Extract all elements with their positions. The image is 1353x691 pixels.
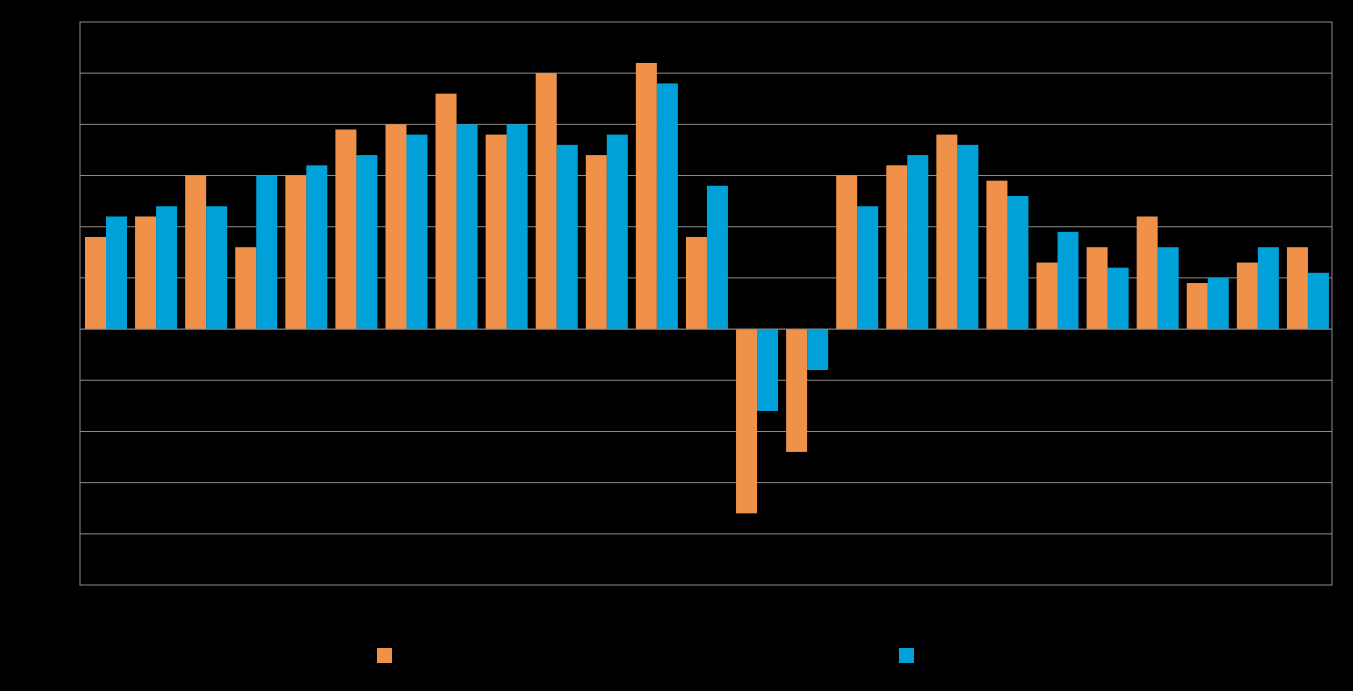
- bar: [857, 206, 879, 330]
- bar: [757, 329, 779, 411]
- bar: [506, 124, 528, 330]
- bar: [1036, 262, 1058, 330]
- bar: [385, 124, 407, 330]
- bar: [786, 329, 808, 452]
- bar: [406, 134, 428, 330]
- bar: [886, 165, 908, 330]
- bar: [986, 180, 1008, 330]
- legend-swatch: [377, 648, 392, 663]
- bar: [235, 247, 257, 330]
- bar: [957, 144, 979, 330]
- bar: [1057, 231, 1079, 330]
- bar: [1207, 277, 1229, 330]
- bar: [706, 185, 728, 330]
- bar: [356, 155, 378, 330]
- bar: [85, 236, 106, 330]
- bar: [635, 62, 657, 330]
- bar: [1157, 247, 1179, 330]
- bar: [335, 129, 357, 330]
- bar: [1086, 247, 1108, 330]
- bar: [485, 134, 507, 330]
- bar: [456, 124, 478, 330]
- bar: [1307, 272, 1329, 330]
- bar: [206, 206, 228, 330]
- bar: [656, 83, 678, 330]
- bar: [106, 216, 127, 330]
- bar: [907, 155, 929, 330]
- bar: [936, 134, 958, 330]
- bar: [435, 93, 457, 330]
- bar: [156, 206, 178, 330]
- plot-frame: [79, 21, 1333, 586]
- bar: [1257, 247, 1279, 330]
- bar: [285, 175, 307, 330]
- bar: [685, 236, 707, 330]
- bar: [1286, 247, 1308, 330]
- legend-swatch: [899, 648, 914, 663]
- bar: [736, 329, 758, 514]
- bar: [1007, 196, 1029, 330]
- bar: [1236, 262, 1258, 330]
- bar: [836, 175, 858, 330]
- bar: [256, 175, 278, 330]
- bar: [556, 144, 578, 330]
- bar: [807, 329, 829, 371]
- bar: [1136, 216, 1158, 330]
- bar: [306, 165, 328, 330]
- bar: [585, 155, 607, 330]
- bar: [1186, 283, 1208, 330]
- bar: [535, 73, 557, 330]
- bar: [185, 175, 207, 330]
- bar: [135, 216, 157, 330]
- bar: [1107, 267, 1129, 330]
- bar: [606, 134, 628, 330]
